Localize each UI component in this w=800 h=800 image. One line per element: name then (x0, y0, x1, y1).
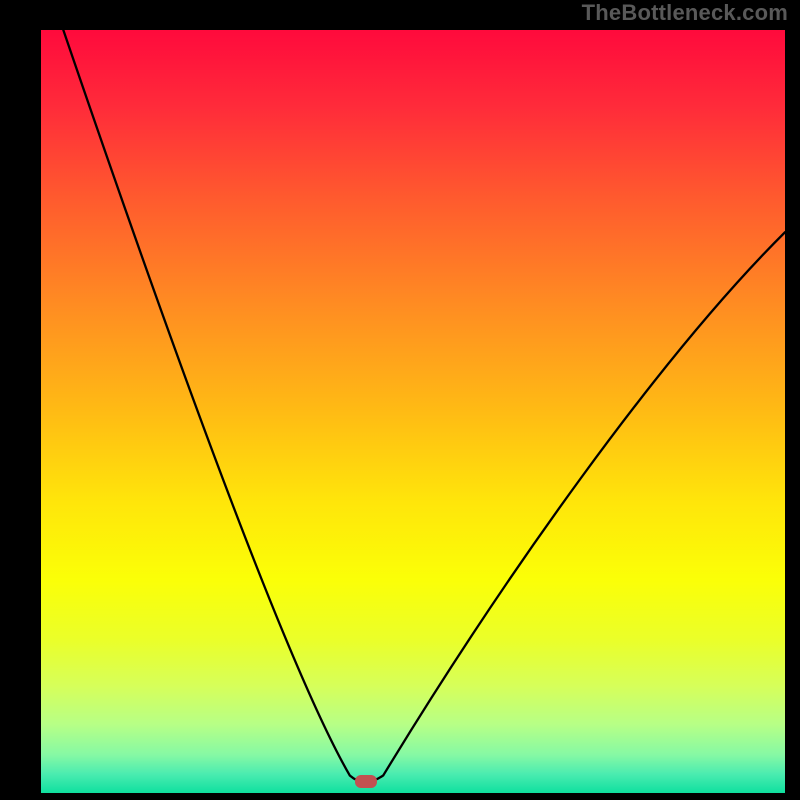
optimum-marker (355, 775, 377, 788)
gradient-background (41, 30, 785, 793)
chart-wrapper: TheBottleneck.com (0, 0, 800, 800)
watermark-text: TheBottleneck.com (582, 0, 788, 26)
plot-area (41, 30, 785, 793)
plot-svg (41, 30, 785, 793)
